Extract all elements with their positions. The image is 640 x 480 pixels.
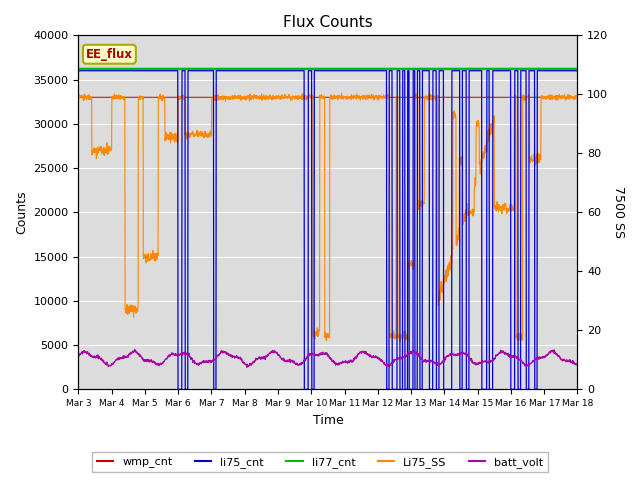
X-axis label: Time: Time xyxy=(312,414,343,427)
Legend: wmp_cnt, li75_cnt, li77_cnt, Li75_SS, batt_volt: wmp_cnt, li75_cnt, li77_cnt, Li75_SS, ba… xyxy=(92,452,548,472)
Y-axis label: Counts: Counts xyxy=(15,191,28,234)
Text: EE_flux: EE_flux xyxy=(86,48,133,61)
Y-axis label: 7500 SS: 7500 SS xyxy=(612,186,625,239)
Title: Flux Counts: Flux Counts xyxy=(283,15,373,30)
